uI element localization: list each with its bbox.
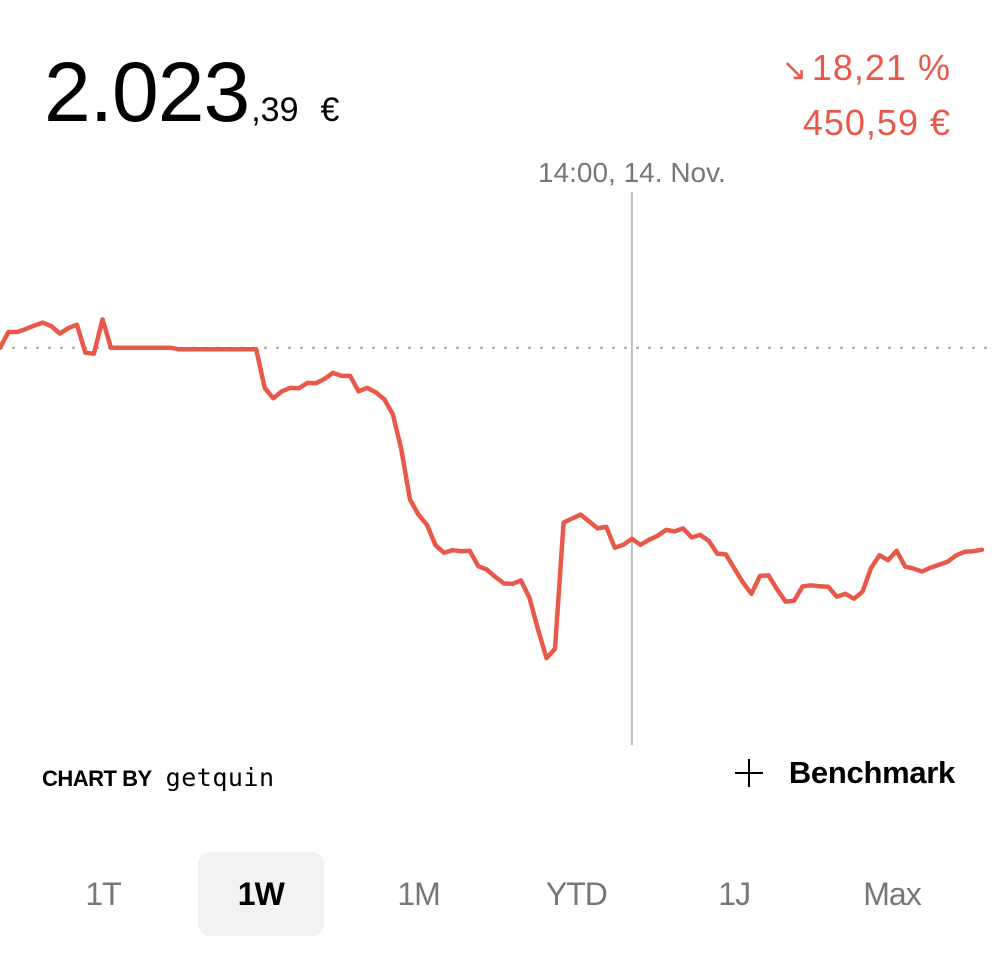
price-integer: 2.023 xyxy=(44,45,250,139)
series-line xyxy=(0,317,985,661)
price-chart[interactable]: 14:00, 14. Nov. xyxy=(0,150,995,750)
portfolio-value: 2.023,39 € xyxy=(44,50,339,134)
chart-by-label: CHART BY xyxy=(42,766,152,791)
getquin-logo: getquin xyxy=(165,763,275,792)
price-decimals: ,39 xyxy=(251,91,299,129)
tab-1w[interactable]: 1W xyxy=(197,852,324,936)
tab-1j[interactable]: 1J xyxy=(718,875,751,912)
trend-down-arrow-icon: ↘ xyxy=(781,54,808,87)
plus-icon xyxy=(734,759,763,787)
change-percent: 18,21 % xyxy=(811,47,951,88)
performance-change: ↘ 18,21 % 450,59 € xyxy=(782,42,951,149)
crosshair-label: 14:00, 14. Nov. xyxy=(538,157,726,188)
chart-footer: CHART BY getquin Benchmark xyxy=(42,755,955,799)
tab-1t[interactable]: 1T xyxy=(85,875,121,912)
add-benchmark-button[interactable]: Benchmark xyxy=(734,755,955,791)
chart-attribution: CHART BY getquin xyxy=(42,763,275,792)
benchmark-label: Benchmark xyxy=(788,755,955,790)
price-currency: € xyxy=(320,91,340,129)
tab-max[interactable]: Max xyxy=(863,875,921,912)
time-range-tabs: 1T 1W 1M YTD 1J Max xyxy=(40,852,955,936)
tab-1m[interactable]: 1M xyxy=(397,875,440,912)
change-percent-row: ↘ 18,21 % xyxy=(782,42,951,97)
change-amount: 450,59 € xyxy=(802,102,951,143)
tab-ytd[interactable]: YTD xyxy=(545,875,608,912)
